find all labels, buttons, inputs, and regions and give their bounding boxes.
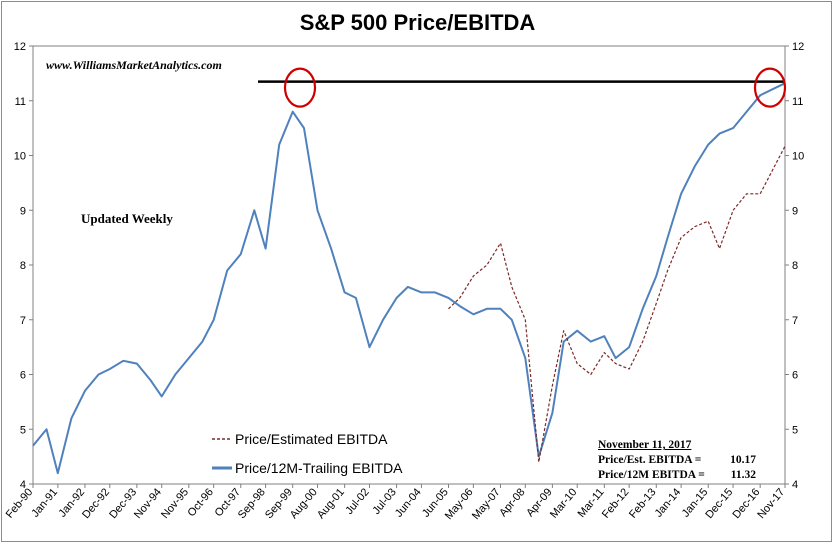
stats-date: November 11, 2017 <box>598 439 692 451</box>
source-note: www.WilliamsMarketAnalytics.com <box>46 58 222 72</box>
y-tick-label-left: 7 <box>20 315 26 327</box>
x-tick-label: Nov-94 <box>132 486 164 521</box>
x-tick-label: Dec-92 <box>80 486 112 521</box>
stats-label: Price/Est. EBITDA = <box>598 454 702 466</box>
plot-area-border <box>32 45 786 485</box>
stats-value: 10.17 <box>730 454 756 466</box>
x-tick-label: Oct-96 <box>186 486 216 519</box>
x-tick-label: Jan-91 <box>29 486 60 519</box>
y-tick-label-left: 9 <box>20 205 26 217</box>
y-tick-label-right: 6 <box>792 370 798 382</box>
highlight-circle-peak-1999 <box>283 67 317 108</box>
x-tick-label: Jul-02 <box>343 486 371 517</box>
x-tick-label: Feb-12 <box>600 486 632 520</box>
x-tick-label: Jun-04 <box>393 486 424 519</box>
y-tick-label-left: 11 <box>15 96 26 108</box>
series-line-trailing <box>32 82 786 475</box>
x-tick-label: Apr-08 <box>497 486 527 519</box>
y-tick-label-right: 12 <box>792 41 804 53</box>
y-tick-label-left: 12 <box>14 41 26 53</box>
stats-value: 11.32 <box>730 469 756 481</box>
legend-label-trailing: Price/12M-Trailing EBITDA <box>235 460 403 476</box>
x-tick-label: Jan-14 <box>653 486 684 519</box>
stats-label: Price/12M EBITDA = <box>598 469 705 481</box>
x-tick-label: Aug-00 <box>288 486 320 521</box>
y-tick-label-right: 8 <box>792 260 798 272</box>
y-tick-label-right: 7 <box>792 315 798 327</box>
y-tick-label-right: 11 <box>792 96 803 108</box>
y-tick-label-left: 5 <box>20 424 26 436</box>
x-tick-label: Sep-98 <box>236 486 268 521</box>
x-tick-label: Dec-15 <box>703 486 735 521</box>
x-tick-label: Nov-95 <box>159 486 191 521</box>
y-tick-label-right: 5 <box>792 424 798 436</box>
x-tick-label: May-07 <box>470 486 503 522</box>
legend-label-estimated: Price/Estimated EBITDA <box>235 431 388 447</box>
y-tick-label-left: 8 <box>20 260 26 272</box>
stats-box: November 11, 2017 Price/Est. EBITDA = 10… <box>598 438 756 483</box>
stats-row-estimated: Price/Est. EBITDA = 10.17 <box>598 453 756 468</box>
x-tick-label: Nov-17 <box>755 486 787 521</box>
x-tick-label: Mar-10 <box>548 486 580 520</box>
x-tick-label: Feb-13 <box>627 486 659 520</box>
highlight-circle-2017 <box>753 67 787 108</box>
y-tick-label-right: 4 <box>792 479 798 491</box>
x-tick-label: Aug-01 <box>315 486 347 521</box>
chart-title: S&P 500 Price/EBITDA <box>299 10 536 35</box>
y-tick-label-right: 10 <box>792 151 804 163</box>
x-tick-label: Feb-90 <box>4 486 36 520</box>
stats-row-trailing: Price/12M EBITDA = 11.32 <box>598 468 756 483</box>
y-tick-label-left: 6 <box>20 370 26 382</box>
update-note: Updated Weekly <box>81 211 173 226</box>
series-line-estimated <box>448 145 786 463</box>
y-tick-label-left: 4 <box>20 479 26 491</box>
y-tick-label-right: 9 <box>792 205 798 217</box>
y-tick-label-left: 10 <box>14 151 26 163</box>
